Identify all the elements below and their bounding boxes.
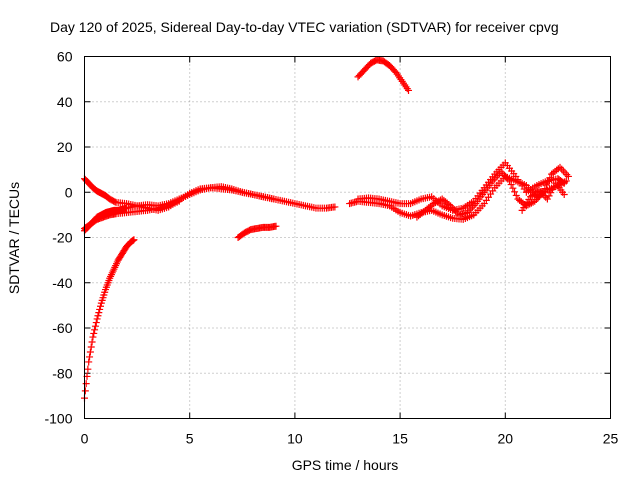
series-arc-6 bbox=[354, 56, 413, 94]
data-point bbox=[547, 189, 555, 197]
x-tick-label: 15 bbox=[392, 431, 408, 447]
data-point bbox=[175, 197, 183, 205]
data-point bbox=[545, 192, 553, 200]
x-tick-label: 25 bbox=[603, 431, 619, 447]
series-arc-10 bbox=[518, 179, 568, 214]
data-point bbox=[90, 329, 98, 337]
data-point bbox=[543, 195, 551, 203]
data-point bbox=[96, 305, 104, 313]
x-tick-label: 0 bbox=[81, 431, 89, 447]
data-point bbox=[560, 191, 568, 199]
data-point bbox=[509, 184, 517, 192]
data-point bbox=[564, 172, 572, 180]
plot-frame bbox=[84, 56, 611, 419]
x-tick-label: 10 bbox=[287, 431, 303, 447]
data-point bbox=[270, 195, 278, 203]
data-point bbox=[558, 165, 566, 173]
data-point bbox=[111, 198, 119, 206]
data-point bbox=[93, 315, 101, 323]
y-tick-label: -60 bbox=[52, 320, 72, 336]
series-arc-2 bbox=[81, 183, 339, 235]
data-point bbox=[84, 365, 92, 373]
y-tick-label: 0 bbox=[65, 184, 73, 200]
data-point bbox=[95, 309, 103, 317]
series-arc-1 bbox=[81, 236, 138, 402]
y-tick-label: 20 bbox=[57, 139, 73, 155]
series-arc-5 bbox=[234, 222, 280, 241]
x-axis-label: GPS time / hours bbox=[292, 457, 399, 473]
data-point bbox=[563, 171, 571, 179]
data-point bbox=[550, 182, 558, 190]
axis-ticks bbox=[84, 56, 611, 419]
data-point bbox=[88, 338, 96, 346]
y-tick-label: -40 bbox=[52, 275, 72, 291]
data-point bbox=[559, 178, 567, 186]
x-tick-label: 20 bbox=[498, 431, 514, 447]
y-tick-label: -20 bbox=[52, 230, 72, 246]
y-tick-label: 60 bbox=[57, 49, 73, 65]
data-point bbox=[272, 222, 280, 230]
data-point bbox=[506, 177, 514, 185]
series-arc-4 bbox=[81, 197, 183, 232]
data-point bbox=[94, 312, 102, 320]
data-point bbox=[92, 319, 100, 327]
data-point bbox=[541, 185, 549, 193]
data-point bbox=[561, 169, 569, 177]
data-point bbox=[91, 326, 99, 334]
data-point bbox=[560, 179, 568, 187]
grid-lines bbox=[84, 56, 611, 419]
data-point bbox=[512, 191, 520, 199]
data-point bbox=[331, 203, 339, 211]
y-tick-label: -100 bbox=[44, 411, 72, 427]
data-point bbox=[546, 174, 554, 182]
data-point bbox=[87, 343, 95, 351]
data-point bbox=[91, 322, 99, 330]
data-point bbox=[405, 86, 413, 94]
data-point bbox=[81, 387, 89, 395]
data-point bbox=[96, 302, 104, 310]
data-point bbox=[86, 353, 94, 361]
tick-labels: -100 -80 -60 -40 -20 0 20 40 60 0 5 10 15 20 25 bbox=[44, 49, 618, 447]
data-point bbox=[511, 188, 519, 196]
data-point bbox=[507, 181, 515, 189]
data-marks bbox=[81, 56, 572, 402]
data-point bbox=[85, 358, 93, 366]
y-tick-label: -80 bbox=[52, 365, 72, 381]
data-point bbox=[89, 333, 97, 341]
chart-title: Day 120 of 2025, Sidereal Day-to-day VTE… bbox=[50, 19, 559, 35]
x-tick-label: 5 bbox=[186, 431, 194, 447]
data-point bbox=[548, 186, 556, 194]
data-point bbox=[130, 236, 138, 244]
y-axis-label: SDTVAR / TECUs bbox=[6, 182, 22, 294]
data-point bbox=[82, 380, 90, 388]
data-point bbox=[543, 181, 551, 189]
data-point bbox=[445, 200, 453, 208]
data-point bbox=[544, 177, 552, 185]
data-point bbox=[86, 348, 94, 356]
y-tick-label: 40 bbox=[57, 94, 73, 110]
